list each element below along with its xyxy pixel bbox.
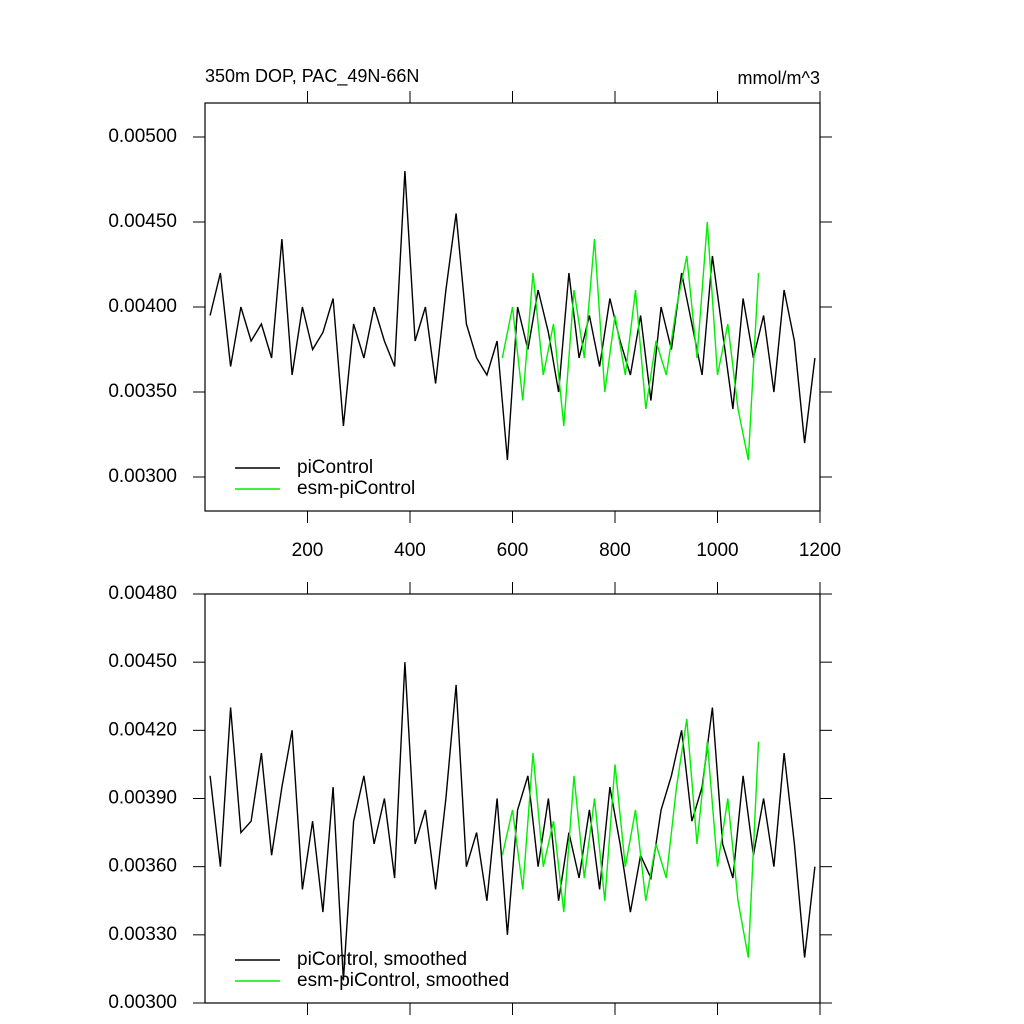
series-line — [209, 662, 816, 981]
y-tick-label: 0.00500 — [108, 126, 177, 147]
series-line — [501, 718, 760, 958]
y-tick-label: 0.00400 — [108, 296, 177, 317]
y-tick-label: 0.00360 — [108, 856, 177, 877]
chart-title: 350m DOP, PAC_49N-66N — [205, 66, 419, 87]
y-tick-label: 0.00480 — [108, 583, 177, 604]
x-tick-label: 1000 — [696, 540, 738, 561]
y-tick-label: 0.00300 — [108, 992, 177, 1013]
x-tick-label: 400 — [394, 540, 426, 561]
x-tick-label: 800 — [599, 540, 631, 561]
legend-label: esm-piControl — [297, 478, 415, 499]
legend-label: piControl, smoothed — [297, 949, 467, 970]
series-line — [209, 170, 816, 461]
series-line — [501, 221, 760, 461]
y-tick-label: 0.00300 — [108, 466, 177, 487]
y-tick-label: 0.00390 — [108, 788, 177, 809]
x-tick-label: 1200 — [799, 540, 841, 561]
y-tick-label: 0.00330 — [108, 924, 177, 945]
y-tick-label: 0.00450 — [108, 211, 177, 232]
x-tick-label: 600 — [497, 540, 529, 561]
units-label: mmol/m^3 — [738, 68, 820, 88]
y-tick-label: 0.00420 — [108, 719, 177, 740]
legend-label: esm-piControl, smoothed — [297, 970, 509, 991]
legend-label: piControl — [297, 457, 373, 478]
y-tick-label: 0.00450 — [108, 651, 177, 672]
y-tick-label: 0.00350 — [108, 381, 177, 402]
x-tick-label: 200 — [292, 540, 324, 561]
